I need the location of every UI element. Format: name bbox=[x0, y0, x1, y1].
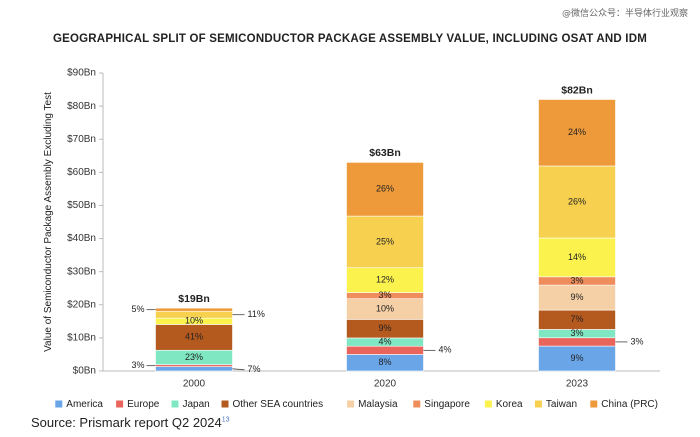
legend-label: Europe bbox=[127, 399, 160, 410]
segment-label: 4% bbox=[439, 345, 452, 355]
source-note: Source: Prismark report Q2 202413 bbox=[31, 415, 230, 430]
bar-total-label: $63Bn bbox=[369, 147, 401, 159]
bar-segment bbox=[538, 337, 616, 347]
segment-label: 3% bbox=[131, 360, 144, 370]
legend: America Europe Japan Other SEA countries Mal… bbox=[55, 399, 658, 410]
segment-label: 10% bbox=[376, 303, 394, 313]
segment-label: 9% bbox=[570, 292, 583, 302]
y-tick-label: $20Bn bbox=[67, 299, 96, 310]
bars bbox=[155, 99, 616, 372]
y-tick-label: $30Bn bbox=[67, 266, 96, 277]
segment-label: 7% bbox=[248, 364, 261, 374]
legend-label: Taiwan bbox=[546, 399, 577, 410]
segment-label: 26% bbox=[568, 196, 586, 206]
y-axis-title: Value of Semiconductor Package Assembly … bbox=[43, 92, 54, 352]
x-tick-label: 2020 bbox=[374, 379, 397, 390]
segment-label: 12% bbox=[376, 274, 394, 284]
bar-segment bbox=[538, 99, 616, 167]
legend-swatch bbox=[413, 400, 421, 408]
legend-swatch bbox=[347, 400, 355, 408]
bar-segment bbox=[538, 165, 616, 239]
segment-label: 10% bbox=[185, 316, 203, 326]
bar-segment bbox=[346, 267, 424, 293]
segment-label: 9% bbox=[378, 323, 391, 333]
segment-label: 14% bbox=[568, 252, 586, 262]
bar-segment bbox=[538, 345, 616, 372]
legend-swatch bbox=[221, 400, 229, 408]
legend-label: Malaysia bbox=[358, 399, 398, 410]
bar-segment bbox=[155, 307, 233, 312]
y-tick-label: $50Bn bbox=[67, 200, 96, 211]
bar-total-label: $82Bn bbox=[561, 84, 593, 96]
y-tick-label: $90Bn bbox=[67, 68, 96, 79]
bar-segment bbox=[346, 345, 424, 355]
legend-swatch bbox=[116, 400, 124, 408]
segment-label: 24% bbox=[568, 127, 586, 137]
legend-swatch bbox=[55, 400, 63, 408]
watermark-text: @微信公众号：半导体行业观察 bbox=[561, 9, 688, 19]
legend-swatch bbox=[484, 400, 492, 408]
bar-segment bbox=[155, 366, 233, 372]
segment-label: 25% bbox=[376, 236, 394, 246]
segment-label: 8% bbox=[378, 357, 391, 367]
segment-label: 11% bbox=[248, 309, 265, 319]
segment-label: 3% bbox=[378, 290, 391, 300]
bar-segment bbox=[538, 284, 616, 311]
y-tick-label: $60Bn bbox=[67, 167, 96, 178]
legend-label: Singapore bbox=[424, 399, 470, 410]
y-tick-label: $0Bn bbox=[73, 366, 96, 377]
segment-label: 4% bbox=[378, 336, 391, 346]
bar-segment bbox=[346, 162, 424, 217]
legend-swatch bbox=[590, 400, 598, 408]
bar-segment bbox=[346, 215, 424, 269]
segment-label: 5% bbox=[131, 304, 144, 314]
segment-label: 23% bbox=[185, 352, 203, 362]
legend-label: Korea bbox=[496, 399, 523, 410]
legend-label: China (PRC) bbox=[601, 399, 658, 410]
source-text: Source: Prismark report Q2 2024 bbox=[31, 415, 222, 430]
x-tick-label: 2000 bbox=[183, 379, 206, 390]
chart-title: GEOGRAPHICAL SPLIT OF SEMICONDUCTOR PACK… bbox=[53, 33, 647, 45]
y-tick-label: $10Bn bbox=[67, 333, 96, 344]
y-tick-label: $40Bn bbox=[67, 233, 96, 244]
legend-swatch bbox=[171, 400, 179, 408]
segment-label: 9% bbox=[570, 353, 583, 363]
bar-total-label: $19Bn bbox=[178, 293, 210, 305]
legend-label: Japan bbox=[183, 399, 210, 410]
segment-label: 3% bbox=[570, 275, 583, 285]
x-tick-label: 2023 bbox=[566, 379, 589, 390]
legend-label: Other SEA countries bbox=[233, 399, 324, 410]
legend-label: America bbox=[66, 399, 103, 410]
y-tick-label: $80Bn bbox=[67, 101, 96, 112]
legend-swatch bbox=[534, 400, 542, 408]
y-tick-label: $70Bn bbox=[67, 134, 96, 145]
segment-label: 3% bbox=[570, 328, 583, 338]
bar-segment bbox=[538, 237, 616, 278]
source-reference: 13 bbox=[221, 416, 230, 424]
segment-label: 26% bbox=[376, 184, 394, 194]
segment-label: 41% bbox=[185, 332, 203, 342]
segment-label: 7% bbox=[570, 314, 583, 324]
segment-label: 3% bbox=[631, 336, 644, 346]
leader-line bbox=[232, 368, 245, 371]
labels: 23% 41% 10% 7% 11% 3% 5% $19Bn 8% 4% 9% 10% 3% 12% 25%… bbox=[131, 84, 643, 374]
